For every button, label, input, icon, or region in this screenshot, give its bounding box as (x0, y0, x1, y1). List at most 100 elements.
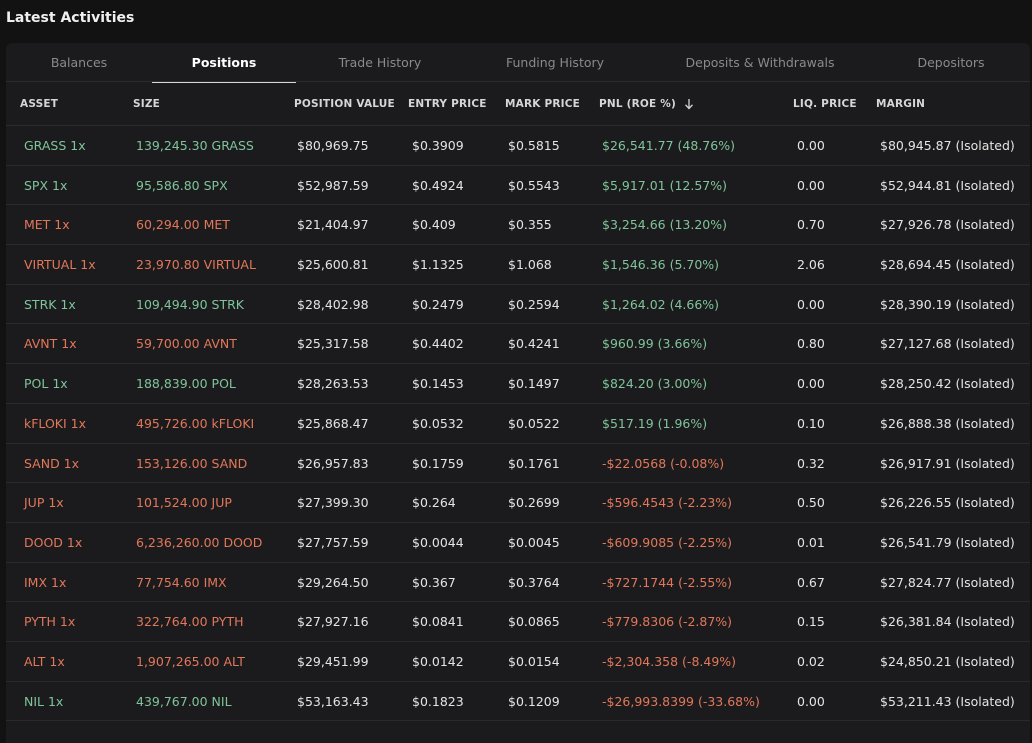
column-header-size[interactable]: SIZE (133, 98, 161, 110)
cell-size: 495,726.00 kFLOKI (136, 415, 255, 431)
cell-entry-price: $0.2479 (412, 296, 464, 312)
column-header-mark-price[interactable]: MARK PRICE (505, 98, 581, 110)
cell-mark-price: $0.5815 (508, 138, 560, 153)
table-row[interactable]: MET 1x 60,294.00 MET $21,404.97 $0.409 $0.35… (6, 205, 1030, 246)
activities-panel: Balances Positions Trade History Funding… (6, 43, 1030, 743)
cell-size: 439,767.00 NIL (136, 693, 232, 709)
cell-margin: $26,381.84 (Isolated) (880, 614, 1015, 630)
cell-position-value: $27,399.30 (297, 495, 369, 511)
cell-mark-price: $0.1761 (508, 455, 560, 471)
cell-pnl: $3,254.66 (13.20%) (602, 217, 728, 233)
cell-asset[interactable]: PYTH 1x (24, 614, 76, 630)
cell-margin: $52,944.81 (Isolated) (880, 177, 1015, 193)
table-row[interactable]: SPX 1x 95,586.80 SPX $52,987.59 $0.4924 $0.5… (6, 165, 1030, 206)
cell-position-value: $21,404.97 (297, 217, 369, 233)
column-header-pnl[interactable]: PNL (ROE %) (599, 82, 694, 126)
cell-size: 322,764.00 PYTH (136, 614, 244, 630)
cell-margin: $26,917.91 (Isolated) (880, 455, 1015, 471)
table-row[interactable]: IMX 1x 77,754.60 IMX $29,264.50 $0.367 $0.37… (6, 562, 1030, 603)
table-row[interactable]: GRASS 1x 139,245.30 GRASS $80,969.75 $0.390… (6, 126, 1030, 166)
cell-mark-price: $0.5543 (508, 177, 560, 193)
cell-liq-price: 2.06 (797, 257, 825, 273)
cell-asset[interactable]: GRASS 1x (24, 138, 86, 153)
table-row[interactable]: PYTH 1x 322,764.00 PYTH $27,927.16 $0.0841 $… (6, 602, 1030, 642)
cell-pnl: -$2,304.358 (-8.49%) (602, 653, 737, 669)
cell-margin: $26,226.55 (Isolated) (880, 495, 1015, 511)
cell-pnl: -$596.4543 (-2.23%) (602, 495, 733, 511)
cell-margin: $27,926.78 (Isolated) (880, 217, 1015, 233)
cell-mark-price: $0.2699 (508, 495, 560, 511)
cell-liq-price: 0.00 (797, 138, 825, 153)
table-row[interactable]: JUP 1x 101,524.00 JUP $27,399.30 $0.264 $0.2… (6, 483, 1030, 523)
cell-asset[interactable]: NIL 1x (24, 693, 64, 709)
cell-liq-price: 0.00 (797, 296, 825, 312)
cell-size: 101,524.00 JUP (136, 495, 232, 511)
table-row[interactable]: kFLOKI 1x 495,726.00 kFLOKI $25,868.47 $0.0… (6, 403, 1030, 444)
cell-liq-price: 0.80 (797, 336, 825, 352)
cell-asset[interactable]: ALT 1x (24, 653, 65, 669)
cell-liq-price: 0.15 (797, 614, 825, 630)
column-header-asset[interactable]: ASSET (20, 98, 59, 110)
cell-pnl: $1,264.02 (4.66%) (602, 296, 720, 312)
cell-pnl: -$22.0568 (-0.08%) (602, 455, 725, 471)
table-row[interactable]: VIRTUAL 1x 23,970.80 VIRTUAL $25,600.81 $1.… (6, 245, 1030, 285)
cell-entry-price: $0.1823 (412, 693, 464, 709)
cell-pnl: -$26,993.8399 (-33.68%) (602, 693, 760, 709)
cell-position-value: $28,263.53 (297, 376, 369, 392)
table-row[interactable]: NIL 1x 439,767.00 NIL $53,163.43 $0.1823 $0.… (6, 681, 1030, 722)
cell-asset[interactable]: IMX 1x (24, 574, 67, 590)
cell-size: 6,236,260.00 DOOD (136, 534, 263, 550)
arrow-down-icon[interactable] (684, 98, 694, 110)
cell-size: 95,586.80 SPX (136, 177, 228, 193)
cell-liq-price: 0.10 (797, 415, 825, 431)
cell-asset[interactable]: MET 1x (24, 217, 70, 233)
tab-depositors[interactable]: Depositors (917, 55, 985, 70)
cell-mark-price: $0.3764 (508, 574, 560, 590)
tab-deposits-withdrawals[interactable]: Deposits & Withdrawals (685, 55, 835, 70)
cell-position-value: $25,317.58 (297, 336, 369, 352)
cell-margin: $26,888.38 (Isolated) (880, 415, 1015, 431)
cell-mark-price: $0.0154 (508, 653, 560, 669)
cell-asset[interactable]: kFLOKI 1x (24, 415, 86, 431)
cell-liq-price: 0.00 (797, 177, 825, 193)
tab-balances[interactable]: Balances (50, 55, 108, 70)
column-header-position-value[interactable]: POSITION VALUE (294, 98, 395, 110)
table-row[interactable]: AVNT 1x 59,700.00 AVNT $25,317.58 $0.4402 $0… (6, 324, 1030, 365)
table-row[interactable]: SAND 1x 153,126.00 SAND $26,957.83 $0.1759 $… (6, 443, 1030, 484)
cell-pnl: -$609.9085 (-2.25%) (602, 534, 733, 550)
cell-asset[interactable]: JUP 1x (24, 495, 64, 511)
cell-asset[interactable]: DOOD 1x (24, 534, 83, 550)
tab-positions[interactable]: Positions (152, 43, 296, 83)
cell-entry-price: $0.1453 (412, 376, 464, 392)
table-row[interactable]: STRK 1x 109,494.90 STRK $28,402.98 $0.2479 $… (6, 284, 1030, 325)
cell-margin: $28,250.42 (Isolated) (880, 376, 1015, 392)
cell-asset[interactable]: POL 1x (24, 376, 68, 392)
column-header-liq-price[interactable]: LIQ. PRICE (793, 98, 857, 110)
cell-position-value: $25,868.47 (297, 415, 369, 431)
cell-mark-price: $0.0045 (508, 534, 560, 550)
cell-asset[interactable]: SAND 1x (24, 455, 80, 471)
column-header-entry-price[interactable]: ENTRY PRICE (408, 98, 487, 110)
cell-asset[interactable]: AVNT 1x (24, 336, 77, 352)
cell-asset[interactable]: SPX 1x (24, 177, 68, 193)
cell-pnl: -$779.8306 (-2.87%) (602, 614, 733, 630)
cell-asset[interactable]: STRK 1x (24, 296, 76, 312)
cell-mark-price: $1.068 (508, 257, 552, 273)
cell-asset[interactable]: VIRTUAL 1x (24, 257, 96, 273)
cell-mark-price: $0.355 (508, 217, 552, 233)
table-row[interactable]: DOOD 1x 6,236,260.00 DOOD $27,757.59 $0.004… (6, 522, 1030, 563)
table-row[interactable]: ALT 1x 1,907,265.00 ALT $29,451.99 $0.0142 $… (6, 641, 1030, 682)
cell-position-value: $80,969.75 (297, 138, 369, 153)
cell-entry-price: $0.0044 (412, 534, 464, 550)
cell-pnl: $517.19 (1.96%) (602, 415, 708, 431)
cell-mark-price: $0.2594 (508, 296, 560, 312)
cell-position-value: $25,600.81 (297, 257, 369, 273)
tab-trade-history[interactable]: Trade History (338, 55, 422, 70)
cell-liq-price: 0.70 (797, 217, 825, 233)
cell-entry-price: $0.0841 (412, 614, 464, 630)
table-row[interactable]: POL 1x 188,839.00 POL $28,263.53 $0.1453 $0.… (6, 364, 1030, 404)
tab-funding-history[interactable]: Funding History (505, 55, 605, 70)
cell-position-value: $27,757.59 (297, 534, 369, 550)
column-header-margin[interactable]: MARGIN (876, 98, 926, 110)
cell-margin: $27,127.68 (Isolated) (880, 336, 1015, 352)
